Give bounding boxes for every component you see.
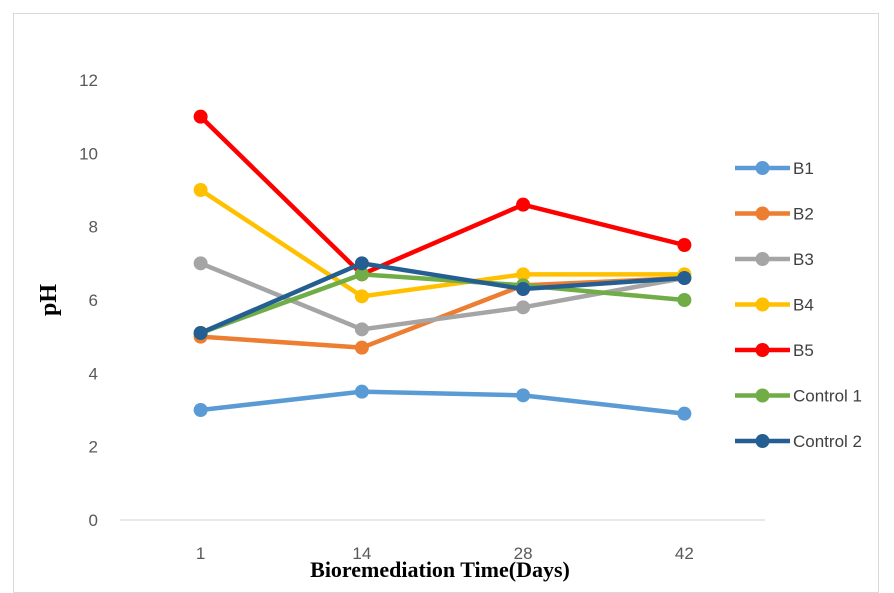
- x-tick-label: 42: [675, 544, 694, 563]
- legend-item: Control 1: [735, 387, 862, 406]
- x-tick-label: 1: [196, 544, 205, 563]
- legend-swatch-marker: [755, 297, 770, 312]
- y-tick-label: 12: [79, 71, 98, 90]
- data-point: [677, 406, 692, 421]
- x-axis-title: Bioremediation Time(Days): [310, 557, 570, 582]
- legend-label: B1: [793, 159, 814, 178]
- legend-label: B2: [793, 205, 814, 224]
- legend-swatch-marker: [755, 343, 770, 357]
- legend-item: B5: [735, 341, 814, 360]
- y-tick-label: 4: [89, 364, 98, 383]
- chart-area: [13, 13, 879, 593]
- legend-swatch-marker: [755, 206, 770, 221]
- series-line: [198, 114, 687, 277]
- series-group: [193, 384, 692, 421]
- legend-swatch-marker: [755, 388, 770, 403]
- y-tick-label: 6: [89, 291, 98, 310]
- series-group: [193, 256, 692, 340]
- legend-item: Control 2: [735, 432, 862, 451]
- data-point: [677, 293, 692, 307]
- y-axis-title: pH: [36, 284, 62, 316]
- data-point: [516, 267, 531, 282]
- legend-item: B3: [735, 250, 814, 269]
- x-tick-label: 14: [352, 544, 371, 563]
- data-point: [193, 109, 208, 124]
- y-axis-ticks: 0 2 4 6 8 10 12: [79, 71, 98, 530]
- legend: B1 B2 B3 B4 B5 Control 1 Control 2: [735, 159, 862, 451]
- data-point: [516, 388, 531, 403]
- data-point: [354, 384, 369, 399]
- x-axis-ticks: 1 14 28 42: [196, 544, 694, 563]
- legend-label: B4: [793, 296, 814, 315]
- y-tick-label: 2: [89, 438, 98, 457]
- data-point: [516, 197, 531, 212]
- legend-label: B3: [793, 250, 814, 269]
- data-point: [354, 256, 369, 271]
- data-point: [677, 238, 692, 252]
- data-point: [193, 183, 208, 197]
- legend-label: B5: [793, 341, 814, 360]
- y-tick-label: 10: [79, 144, 98, 163]
- series-line: [198, 272, 687, 336]
- legend-swatch-marker: [755, 161, 770, 175]
- data-point: [354, 322, 369, 337]
- legend-item: B4: [735, 296, 814, 315]
- series-group: [193, 256, 692, 337]
- series-line: [198, 261, 687, 336]
- legend-label: Control 1: [793, 387, 862, 406]
- data-point: [354, 267, 369, 282]
- legend-item: B1: [735, 159, 814, 178]
- series-line: [198, 187, 687, 299]
- y-tick-label: 8: [89, 218, 98, 237]
- data-point: [193, 256, 208, 271]
- data-point: [193, 326, 208, 340]
- series-line: [198, 275, 687, 350]
- y-tick-label: 0: [89, 511, 98, 530]
- series-line: [198, 389, 687, 416]
- data-point: [354, 289, 369, 304]
- series-group: [193, 183, 692, 304]
- legend-item: B2: [735, 205, 814, 224]
- legend-swatch-marker: [755, 434, 770, 448]
- data-point: [193, 403, 208, 417]
- x-tick-label: 28: [514, 544, 533, 563]
- legend-swatch-marker: [755, 252, 770, 266]
- series-layer: [193, 109, 692, 421]
- data-point: [516, 282, 531, 296]
- data-point: [677, 271, 692, 285]
- data-point: [354, 340, 369, 355]
- data-point: [516, 300, 531, 315]
- series-group: [193, 109, 692, 282]
- legend-label: Control 2: [793, 432, 862, 451]
